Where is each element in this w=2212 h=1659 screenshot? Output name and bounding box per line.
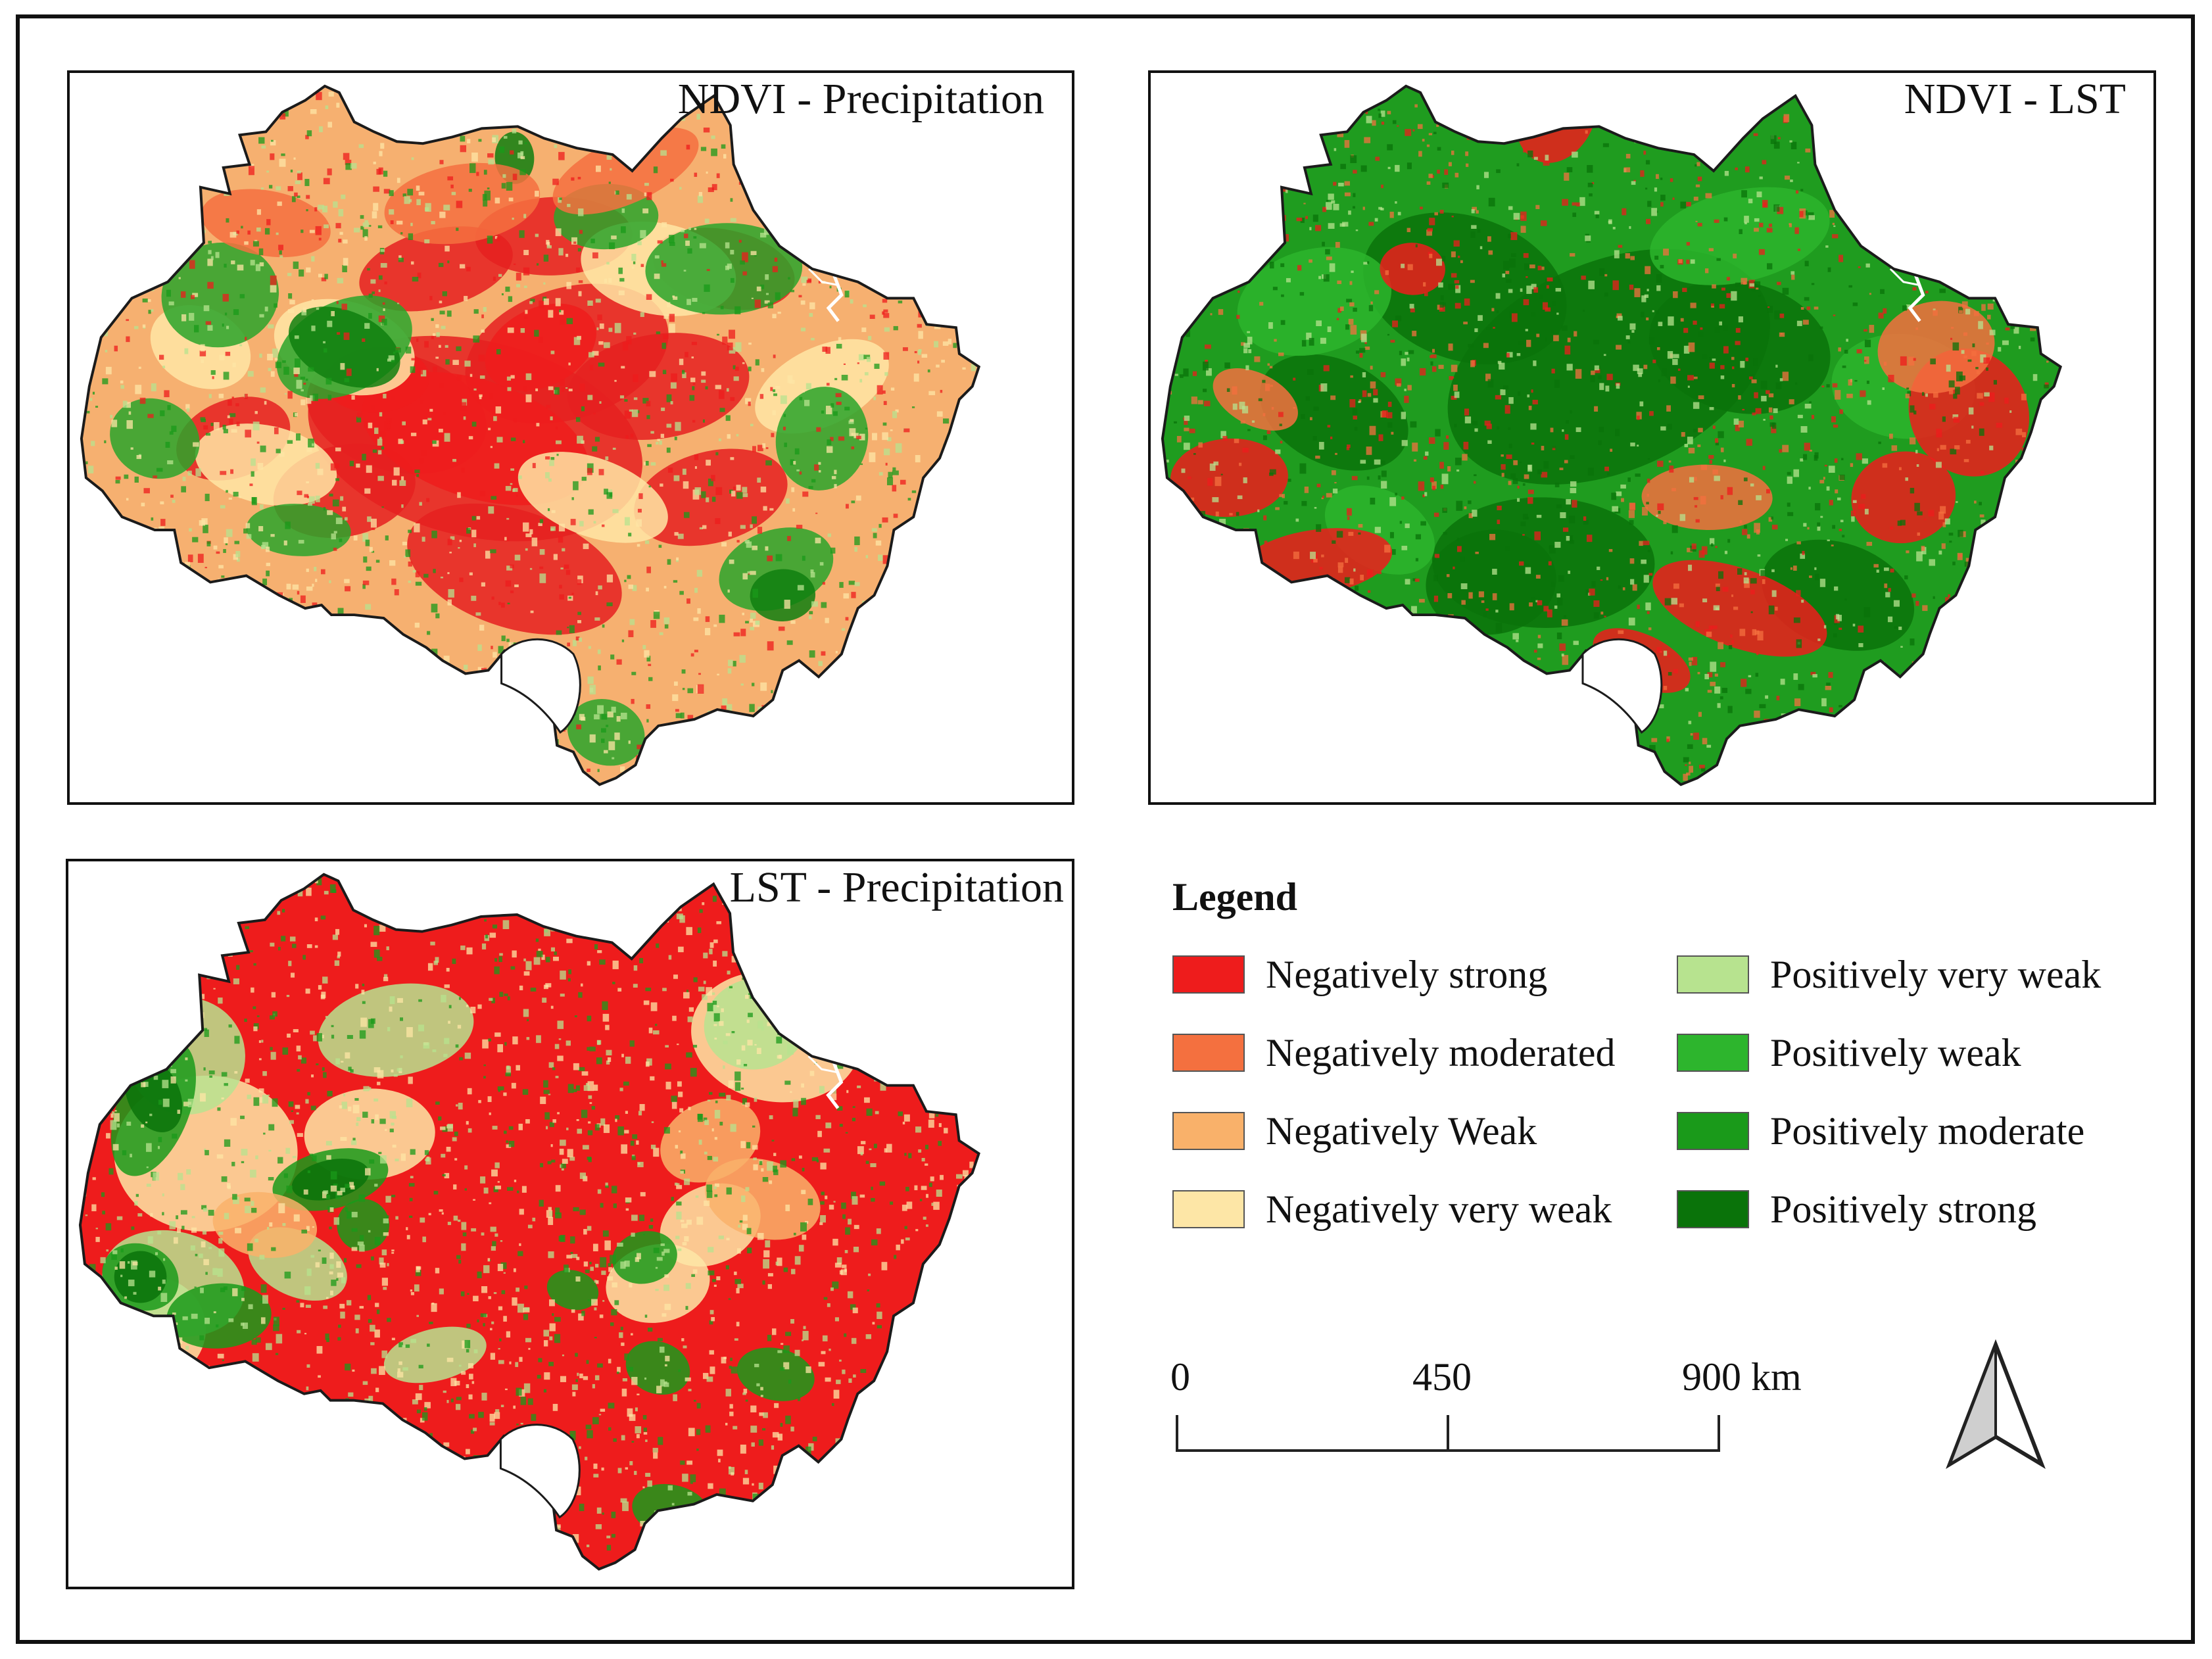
- map-patch: [750, 569, 816, 622]
- scale-label: 450: [1412, 1355, 1472, 1399]
- legend-label: Negatively moderated: [1266, 1030, 1616, 1074]
- river-icon: [807, 1055, 838, 1074]
- map-patch: [246, 504, 351, 556]
- map-patch: [1170, 438, 1288, 517]
- river-icon: [808, 268, 839, 287]
- map-patch: [291, 1159, 370, 1201]
- map-patch: [383, 1326, 487, 1383]
- map-patch: [1877, 301, 1995, 394]
- legend-item: Positively weak: [1677, 1030, 2021, 1076]
- map-patch: [552, 127, 699, 215]
- map-patch: [359, 226, 513, 312]
- map-patch: [660, 1098, 761, 1183]
- map-patch: [212, 1191, 318, 1259]
- map-patch: [114, 1251, 167, 1303]
- map-ndvi-lst: [1161, 84, 2063, 786]
- legend-item: Positively moderate: [1677, 1108, 2084, 1154]
- scale-bar: 0 450 900 km: [1170, 1355, 1802, 1453]
- map-patch: [195, 423, 337, 506]
- map-patch: [1851, 451, 1956, 544]
- scale-label: 0: [1170, 1355, 1190, 1399]
- map-patch: [166, 1283, 272, 1349]
- panel-title: NDVI - Precipitation: [677, 75, 1044, 123]
- map-patch: [705, 1158, 821, 1240]
- legend-label: Negatively very weak: [1266, 1187, 1612, 1231]
- legend-title: Legend: [1172, 875, 1298, 919]
- map-patch: [110, 398, 200, 479]
- legend-swatch: [1172, 1190, 1245, 1228]
- legend-label: Positively strong: [1770, 1187, 2037, 1231]
- map-patch: [567, 333, 750, 440]
- map-patch: [1426, 529, 1556, 635]
- map-patch: [318, 983, 474, 1077]
- river-icon: [1889, 268, 1920, 287]
- legend-swatch: [1172, 1034, 1245, 1072]
- map-patch: [517, 452, 668, 543]
- map-patch: [546, 1270, 599, 1310]
- legend-label: Positively moderate: [1770, 1109, 2085, 1153]
- legend-swatch: [1677, 955, 1749, 994]
- map-panel-ndvi-precipitation: NDVI - Precipitation: [67, 70, 1074, 805]
- legend-label: Positively weak: [1770, 1030, 2021, 1074]
- legend-swatch: [1677, 1190, 1749, 1228]
- map-patch: [775, 387, 869, 491]
- legend-swatch: [1677, 1112, 1749, 1150]
- legend-item: Positively strong: [1677, 1186, 2036, 1232]
- map-patch: [289, 306, 400, 388]
- north-arrow-icon: [1946, 1339, 2046, 1470]
- legend-item: Positively very weak: [1677, 951, 2101, 998]
- legend-label: Negatively strong: [1266, 952, 1548, 996]
- legend-label: Negatively Weak: [1266, 1109, 1537, 1153]
- panel-title: NDVI - LST: [1904, 75, 2126, 123]
- legend-item: Negatively very weak: [1172, 1186, 1612, 1232]
- legend-swatch: [1677, 1034, 1749, 1072]
- map-patch: [1652, 560, 1827, 657]
- legend-item: Negatively moderated: [1172, 1030, 1615, 1076]
- legend-item: Negatively Weak: [1172, 1108, 1537, 1154]
- map-patch: [485, 303, 596, 391]
- scale-bar-graphic: [1176, 1415, 1720, 1452]
- map-patch: [1213, 368, 1298, 431]
- map-patch: [736, 1347, 815, 1401]
- legend-item: Negatively strong: [1172, 951, 1547, 998]
- legend-swatch: [1172, 1112, 1245, 1150]
- map-lst-precipitation: [78, 873, 980, 1571]
- map-patch: [625, 1341, 690, 1395]
- map-patch: [634, 448, 788, 546]
- scale-label: 900 km: [1682, 1355, 1802, 1399]
- figure-frame: [16, 14, 2195, 1644]
- map-panel-ndvi-lst: NDVI - LST: [1148, 70, 2156, 805]
- map-ndvi-precipitation: [80, 84, 981, 786]
- legend-label: Positively very weak: [1770, 952, 2102, 996]
- legend-swatch: [1172, 955, 1245, 994]
- map-panel-lst-precipitation: LST - Precipitation: [66, 859, 1074, 1589]
- map-patch: [407, 503, 622, 635]
- map-patch: [201, 189, 331, 258]
- map-patch: [1641, 464, 1773, 531]
- panel-title: LST - Precipitation: [729, 863, 1064, 911]
- map-patch: [645, 223, 803, 315]
